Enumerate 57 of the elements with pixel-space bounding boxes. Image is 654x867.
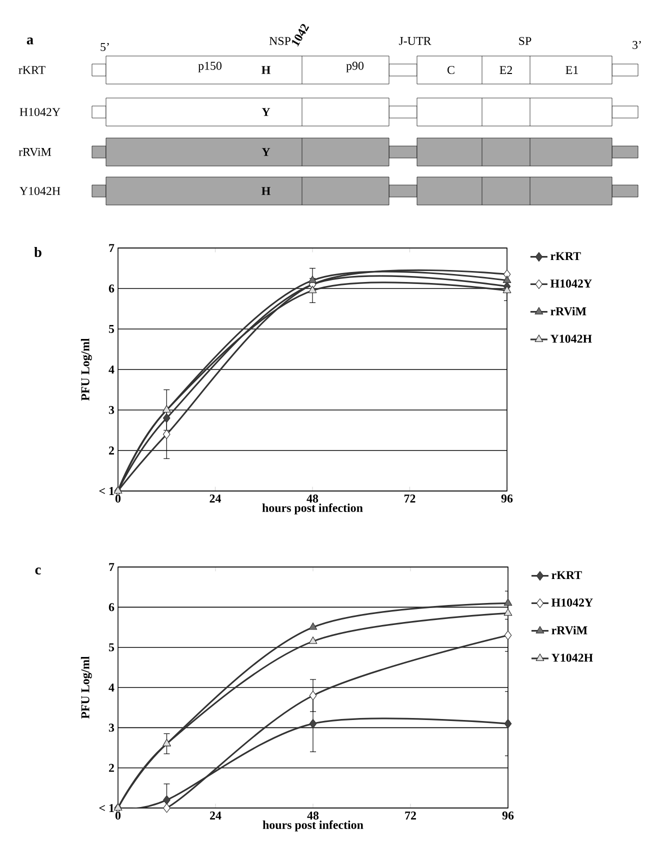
text: H1042Y bbox=[20, 108, 60, 116]
text: E2 bbox=[500, 66, 512, 74]
y-tick-label: 7 bbox=[109, 563, 114, 571]
text: NSP bbox=[269, 36, 290, 46]
y-tick-label: 3 bbox=[108, 406, 114, 414]
x-tick-label: 48 bbox=[306, 494, 318, 503]
text: a bbox=[26, 38, 34, 44]
x-tick-label: 0 bbox=[115, 812, 121, 820]
text: rRViM bbox=[18, 148, 52, 156]
text: C bbox=[448, 66, 454, 74]
y-tick-label: < 1 bbox=[99, 487, 114, 495]
y-tick-label: 4 bbox=[108, 684, 114, 692]
text: 3’ bbox=[632, 40, 641, 50]
text: E1 bbox=[566, 66, 578, 74]
text: SP bbox=[519, 36, 532, 46]
text: 5’ bbox=[100, 42, 109, 52]
legend-label: rRViM bbox=[550, 306, 586, 316]
x-axis-title: hours post infection bbox=[262, 820, 364, 832]
x-tick-label: 24 bbox=[210, 494, 221, 502]
y-tick-label: 2 bbox=[109, 446, 114, 454]
text: rKRT bbox=[18, 66, 46, 74]
legend-label: H1042Y bbox=[550, 280, 592, 288]
y-tick-label: 4 bbox=[108, 366, 114, 374]
legend-label: rKRT bbox=[550, 252, 581, 260]
text: p150 bbox=[198, 62, 222, 72]
x-tick-label: 24 bbox=[210, 812, 222, 820]
legend-label: Y1042H bbox=[550, 334, 592, 343]
y-tick-label: 2 bbox=[109, 764, 114, 772]
legend-label: rRViM bbox=[552, 626, 588, 634]
text: J-UTR bbox=[398, 37, 432, 45]
x-tick-label: 96 bbox=[501, 494, 513, 503]
text: H bbox=[262, 66, 270, 74]
y-tick-label: < 1 bbox=[99, 804, 114, 812]
x-tick-label: 48 bbox=[307, 812, 319, 820]
x-tick-label: 72 bbox=[405, 812, 416, 820]
text: p90 bbox=[346, 62, 364, 72]
text: H bbox=[262, 187, 270, 195]
y-axis-title: PFU Log/ml bbox=[80, 338, 92, 401]
text: b bbox=[34, 246, 42, 258]
text: Y1042H bbox=[20, 186, 60, 196]
x-tick-label: 72 bbox=[404, 494, 416, 502]
y-tick-label: 6 bbox=[108, 603, 114, 612]
y-tick-label: 6 bbox=[108, 284, 114, 293]
x-tick-label: 0 bbox=[115, 494, 121, 503]
y-tick-label: 3 bbox=[108, 724, 114, 732]
y-axis-title: PFU Log/ml bbox=[80, 656, 92, 719]
y-tick-label: 5 bbox=[108, 325, 114, 333]
legend-label: Y1042H bbox=[551, 654, 593, 662]
text: Y bbox=[262, 108, 270, 116]
x-axis-title: hours post infection bbox=[262, 503, 363, 514]
legend-label: H1042Y bbox=[551, 598, 593, 607]
text: Y bbox=[262, 148, 270, 156]
text: c bbox=[35, 568, 41, 574]
y-tick-label: 5 bbox=[108, 643, 114, 652]
y-tick-label: 7 bbox=[109, 244, 114, 252]
legend-label: rKRT bbox=[552, 571, 582, 580]
x-tick-label: 96 bbox=[502, 812, 514, 820]
